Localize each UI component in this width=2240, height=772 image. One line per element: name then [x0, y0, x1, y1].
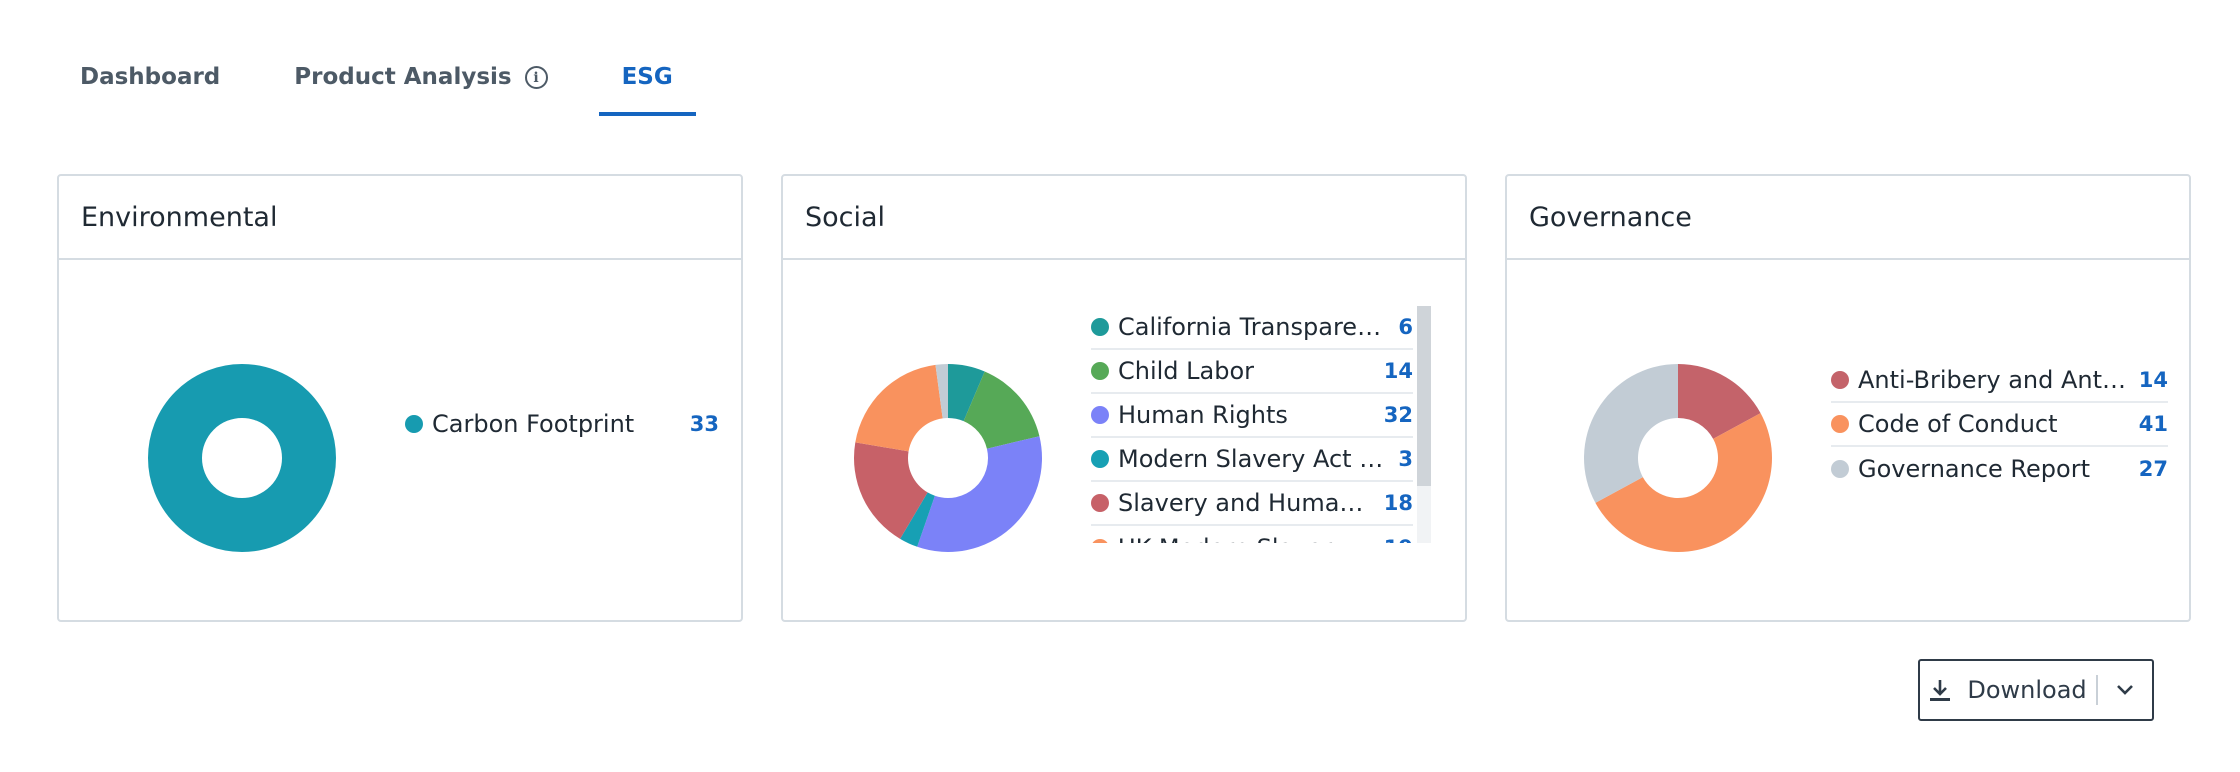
legend-dot	[1831, 415, 1849, 433]
tab-dashboard[interactable]: Dashboard	[80, 48, 220, 116]
donut-slice[interactable]	[854, 442, 928, 539]
social-legend: California Transparenc… 6 Child Labor 14…	[1091, 306, 1413, 543]
donut-slice[interactable]	[148, 364, 336, 552]
info-icon[interactable]: i	[524, 66, 548, 89]
tab-product-analysis[interactable]: Product Analysis i	[294, 48, 548, 116]
tab-product-analysis-label: Product Analysis	[294, 64, 512, 90]
social-card-title: Social	[805, 201, 886, 233]
legend-item[interactable]: Modern Slavery Act Aus… 3	[1091, 438, 1413, 482]
legend-label: UK Modern Slavery Act …	[1118, 534, 1374, 543]
governance-donut-chart	[1584, 364, 1772, 552]
legend-item[interactable]: Slavery and Human Tra… 18	[1091, 482, 1413, 526]
governance-legend: Anti-Bribery and Anti-C… 14 Code of Cond…	[1831, 359, 2168, 491]
legend-label: Child Labor	[1118, 357, 1255, 385]
legend-count: 27	[2138, 457, 2168, 481]
social-legend-scrollbar[interactable]	[1417, 306, 1431, 543]
environmental-legend: Carbon Footprint 33	[405, 402, 719, 446]
donut-slice[interactable]	[917, 436, 1042, 552]
social-card: Social California Transparenc… 6 Child L…	[781, 174, 1467, 622]
legend-dot	[1091, 494, 1109, 512]
legend-label: California Transparenc…	[1118, 313, 1389, 341]
tab-esg[interactable]: ESG	[598, 48, 696, 116]
donut-slice[interactable]	[963, 371, 1040, 449]
download-divider	[2096, 675, 2098, 705]
donut-slice[interactable]	[1678, 364, 1761, 439]
legend-count: 18	[1383, 491, 1413, 515]
download-icon	[1930, 680, 1951, 701]
legend-item[interactable]: Code of Conduct 41	[1831, 403, 2168, 447]
legend-label: Slavery and Human Tra…	[1118, 489, 1374, 517]
legend-label: Carbon Footprint	[432, 410, 635, 438]
legend-dot	[405, 415, 423, 433]
donut-slice[interactable]	[935, 364, 948, 419]
donut-slice[interactable]	[1595, 413, 1772, 552]
legend-item[interactable]: Anti-Bribery and Anti-C… 14	[1831, 359, 2168, 403]
tab-esg-label: ESG	[621, 64, 673, 90]
legend-count: 19	[1374, 536, 1413, 543]
download-split-button: Download	[1918, 659, 2154, 721]
tab-bar: Dashboard Product Analysis i ESG	[80, 48, 770, 116]
download-button[interactable]: Download	[1920, 661, 2096, 719]
legend-dot	[1091, 318, 1109, 336]
legend-dot	[1831, 371, 1849, 389]
environmental-donut-chart	[148, 364, 336, 552]
social-donut-chart	[854, 364, 1042, 552]
legend-dot	[1091, 450, 1109, 468]
legend-label: Governance Report	[1858, 455, 2090, 483]
tab-dashboard-label: Dashboard	[80, 64, 221, 90]
download-options-button[interactable]	[2098, 661, 2152, 719]
legend-count: 14	[1383, 359, 1413, 383]
legend-count: 32	[1383, 403, 1413, 427]
legend-dot	[1831, 460, 1849, 478]
legend-dot	[1091, 406, 1109, 424]
legend-item[interactable]: UK Modern Slavery Act … 19	[1091, 526, 1413, 543]
donut-slice[interactable]	[855, 364, 943, 452]
social-card-header: Social	[783, 176, 1465, 260]
legend-count: 41	[2138, 412, 2168, 436]
governance-card-header: Governance	[1507, 176, 2189, 260]
legend-item[interactable]: Human Rights 32	[1091, 394, 1413, 438]
legend-item[interactable]: Carbon Footprint 33	[405, 402, 719, 446]
legend-label: Code of Conduct	[1858, 410, 2058, 438]
legend-count: 6	[1398, 315, 1413, 339]
governance-card-title: Governance	[1529, 201, 1692, 233]
donut-slice[interactable]	[1584, 364, 1678, 503]
environmental-card-title: Environmental	[81, 201, 278, 233]
donut-slice[interactable]	[900, 492, 935, 547]
legend-dot	[1091, 362, 1109, 380]
download-label: Download	[1967, 676, 2087, 704]
legend-item[interactable]: Governance Report 27	[1831, 447, 2168, 491]
legend-label: Anti-Bribery and Anti-C…	[1858, 366, 2129, 394]
social-legend-scroll[interactable]: California Transparenc… 6 Child Labor 14…	[1091, 306, 1431, 543]
environmental-card-header: Environmental	[59, 176, 741, 260]
legend-dot	[1091, 539, 1109, 543]
governance-card: Governance Anti-Bribery and Anti-C… 14 C…	[1505, 174, 2191, 622]
legend-count: 3	[1398, 447, 1413, 471]
legend-count: 33	[689, 412, 719, 436]
legend-label: Human Rights	[1118, 401, 1288, 429]
legend-label: Modern Slavery Act Aus…	[1118, 445, 1389, 473]
scrollbar-thumb[interactable]	[1417, 306, 1431, 486]
environmental-card: Environmental Carbon Footprint 33	[57, 174, 743, 622]
donut-slice[interactable]	[948, 364, 985, 422]
legend-item[interactable]: Child Labor 14	[1091, 350, 1413, 394]
legend-item[interactable]: California Transparenc… 6	[1091, 306, 1413, 350]
legend-count: 14	[2138, 368, 2168, 392]
chevron-down-icon	[2117, 685, 2133, 695]
